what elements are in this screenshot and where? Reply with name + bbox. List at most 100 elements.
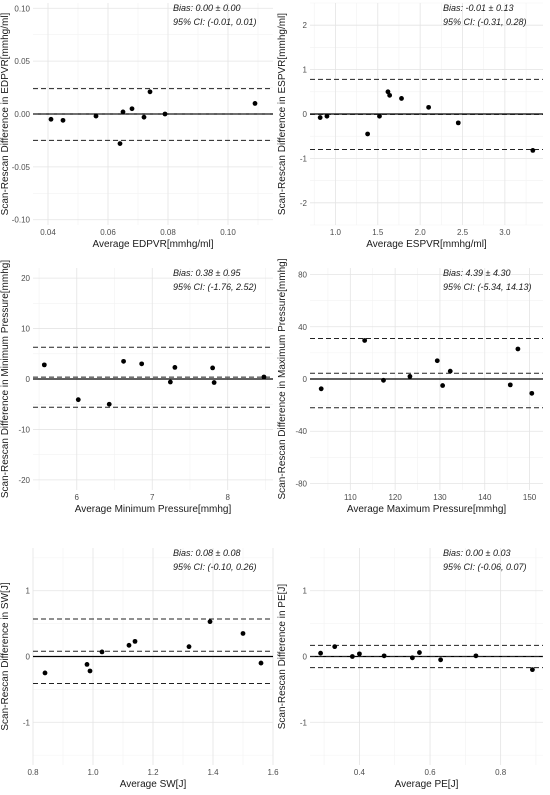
data-point	[473, 653, 479, 659]
x-tick-label: 8	[225, 493, 230, 502]
data-point	[258, 660, 264, 666]
y-tick-label: 1	[303, 587, 308, 596]
y-tick-label: 0	[26, 375, 31, 384]
data-point	[87, 668, 93, 674]
data-point	[381, 653, 387, 659]
data-point	[211, 380, 217, 385]
y-tick-label: 1	[303, 66, 308, 75]
x-tick-label: 1.6	[267, 768, 279, 777]
data-point	[409, 655, 415, 661]
data-point	[126, 642, 132, 648]
data-point	[324, 113, 330, 119]
y-tick-label: -1	[300, 718, 308, 727]
data-point	[507, 382, 513, 388]
data-point	[261, 374, 267, 380]
y-tick-label: -0.05	[12, 163, 31, 172]
data-point	[332, 644, 338, 650]
ci-annotation: 95% CI: (-5.34, 14.13)	[443, 282, 532, 292]
data-point	[318, 650, 323, 656]
data-point	[240, 631, 246, 636]
data-point	[167, 379, 173, 385]
y-axis-label: Scan-Rescan Difference in Minimum Pressu…	[0, 260, 11, 498]
bias-annotation: Bias: -0.01 ± 0.13	[443, 3, 513, 13]
y-tick-label: 0	[303, 653, 308, 662]
y-tick-label: 40	[298, 323, 307, 332]
y-tick-label: -2	[300, 199, 308, 208]
data-point	[318, 386, 324, 392]
y-axis-label: Scan-Rescan Difference in EDPVR[mmhg/ml]	[0, 12, 11, 215]
data-point	[365, 131, 371, 137]
data-point	[434, 358, 440, 364]
data-point	[438, 657, 444, 663]
y-tick-label: 0.00	[14, 110, 30, 119]
x-tick-label: 6	[75, 493, 80, 502]
data-point	[210, 365, 216, 371]
data-point	[426, 104, 432, 110]
x-tick-label: 1.2	[147, 768, 159, 777]
y-tick-label: 0.05	[14, 57, 30, 66]
y-tick-label: 0	[303, 375, 308, 384]
data-point	[48, 116, 54, 122]
x-axis-label: Average EDPVR[mmhg/ml]	[93, 239, 214, 250]
y-tick-label: -10	[18, 425, 30, 434]
data-point	[186, 644, 192, 650]
x-tick-label: 1.0	[330, 228, 342, 237]
x-tick-label: 0.06	[100, 228, 116, 237]
y-tick-label: -40	[295, 427, 307, 436]
data-point	[147, 89, 153, 95]
data-point	[399, 96, 404, 101]
data-point	[407, 373, 413, 379]
bias-annotation: Bias: 0.00 ± 0.03	[443, 548, 510, 558]
ci-annotation: 95% CI: (-0.06, 0.07)	[443, 562, 527, 572]
y-tick-label: 80	[298, 271, 307, 280]
data-point	[455, 120, 461, 126]
data-point	[515, 346, 521, 352]
y-tick-label: 10	[21, 325, 30, 334]
data-point	[93, 113, 99, 119]
x-axis-label: Average SW[J]	[120, 779, 187, 790]
data-point	[440, 383, 446, 388]
chart-panel-4: 110 120 130 140 150 -80 -40 0 40 80 Bias: 4.39 ± 4…	[277, 258, 543, 515]
data-point	[349, 654, 355, 659]
data-point	[530, 667, 535, 673]
x-axis-label: Average ESPVR[mmhg/ml]	[366, 239, 487, 250]
y-tick-label: 0	[26, 653, 31, 662]
x-tick-label: 150	[523, 493, 537, 502]
y-tick-label: 0	[303, 110, 308, 119]
data-point	[75, 397, 81, 403]
data-point	[362, 338, 368, 343]
bias-annotation: Bias: 0.38 ± 0.95	[173, 268, 241, 278]
y-axis-label: Scan-Rescan Difference in SW[J]	[0, 582, 11, 730]
chart-panel-2: 1.0 1.5 2.0 2.5 3.0 -2 -1 0 1 2 Bias: -0.01 ± 0.13…	[277, 2, 543, 250]
bias-annotation: Bias: 0.00 ± 0.00	[173, 3, 240, 13]
chart-panel-6: 0.4 0.6 0.8 -1 0 1 Bias: 0.00 ± 0.03 95% CI: (-…	[277, 548, 543, 790]
data-point	[317, 115, 323, 120]
data-point	[84, 661, 90, 667]
x-tick-label: 1.0	[87, 768, 99, 777]
y-tick-label: -1	[300, 154, 308, 163]
data-point	[139, 361, 145, 367]
x-tick-label: 0.8	[495, 768, 507, 777]
data-point	[381, 377, 386, 383]
data-point	[385, 89, 391, 95]
x-tick-label: 0.04	[40, 228, 56, 237]
data-point	[120, 109, 126, 115]
y-tick-label: -0.10	[12, 216, 31, 225]
data-point	[207, 619, 213, 625]
data-point	[172, 364, 178, 370]
data-point	[99, 649, 105, 655]
data-point	[387, 92, 393, 98]
ci-annotation: 95% CI: (-0.31, 0.28)	[443, 17, 527, 27]
data-point	[252, 101, 258, 106]
x-tick-label: 0.8	[27, 768, 39, 777]
ci-annotation: 95% CI: (-1.76, 2.52)	[173, 282, 257, 292]
data-point	[42, 670, 48, 676]
data-point	[129, 106, 135, 112]
x-tick-label: 2.0	[415, 228, 427, 237]
x-tick-label: 1.4	[207, 768, 219, 777]
y-tick-label: 0.10	[14, 4, 30, 13]
data-point	[530, 148, 536, 153]
ci-annotation: 95% CI: (-0.10, 0.26)	[173, 562, 257, 572]
data-point	[447, 368, 453, 374]
